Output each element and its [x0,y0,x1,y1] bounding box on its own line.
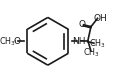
Text: OH: OH [93,14,107,23]
Text: CH$_3$: CH$_3$ [89,38,106,50]
Text: CH$_3$: CH$_3$ [0,35,16,48]
Text: O: O [79,20,86,29]
Text: O: O [13,37,20,46]
Text: CH$_3$: CH$_3$ [83,47,100,59]
Text: NH: NH [72,37,85,46]
